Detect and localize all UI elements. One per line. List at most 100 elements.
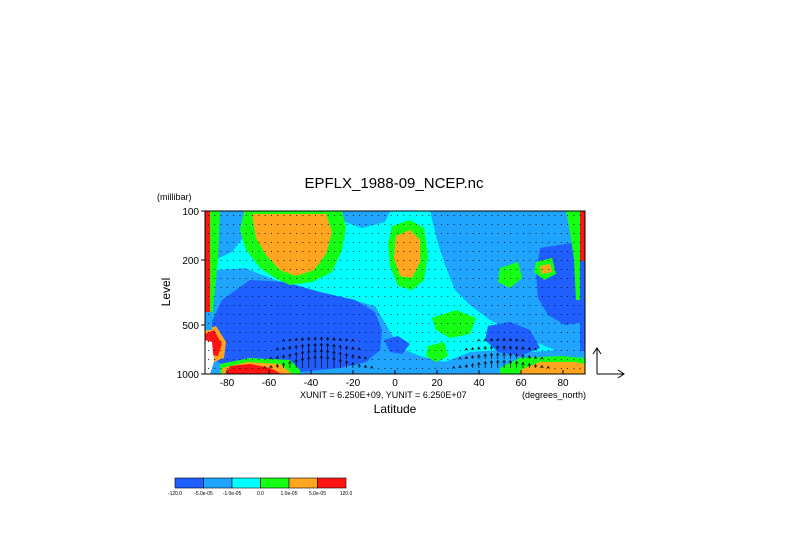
flux-vector-dot (340, 242, 342, 243)
flux-vector-dot (226, 314, 228, 315)
flux-vector-head (332, 337, 336, 341)
flux-vector-dot (233, 332, 235, 333)
flux-vector-dot (403, 251, 405, 252)
flux-vector-dot (560, 287, 562, 288)
x-axis-label: Latitude (374, 402, 417, 416)
flux-vector-dot (460, 269, 461, 270)
flux-vector-dot (447, 278, 449, 279)
flux-vector-dot (226, 332, 228, 333)
flux-vector-dot (460, 314, 461, 315)
flux-vector-dot (535, 233, 537, 234)
flux-vector-dot (239, 323, 241, 324)
flux-vector-dot (434, 350, 436, 351)
flux-vector-dot (535, 269, 537, 270)
flux-vector-dot (346, 323, 348, 324)
flux-vector-dot (271, 314, 272, 315)
flux-vector-dot (352, 224, 354, 225)
flux-vector-dot (428, 305, 430, 306)
flux-vector-dot (523, 323, 524, 324)
flux-vector-dot (340, 323, 342, 324)
flux-vector-dot (573, 341, 575, 342)
flux-vector-dot (510, 224, 512, 225)
flux-vector-dot (308, 242, 310, 243)
flux-vector-dot (453, 287, 455, 288)
flux-vector-dot (516, 242, 518, 243)
flux-vector-dot (334, 332, 335, 333)
flux-vector-dot (523, 269, 524, 270)
flux-vector-dot (523, 260, 524, 261)
flux-vector-dot (497, 251, 499, 252)
flux-vector-dot (447, 233, 449, 234)
flux-vector-dot (510, 278, 512, 279)
flux-vector-dot (233, 341, 235, 342)
flux-vector-dot (302, 278, 304, 279)
flux-vector-dot (296, 233, 298, 234)
flux-vector-dot (485, 215, 487, 216)
flux-vector-dot (327, 332, 329, 333)
x-tick-label: -60 (262, 378, 277, 389)
flux-vector-dot (397, 296, 398, 297)
x-axis-unit: (degrees_north) (522, 390, 586, 400)
flux-vector-dot (573, 242, 575, 243)
flux-vector-dot (283, 215, 285, 216)
flux-vector-dot (340, 215, 342, 216)
flux-vector-dot (497, 314, 499, 315)
flux-vector-dot (485, 251, 487, 252)
flux-vector-dot (422, 368, 424, 369)
flux-vector-dot (403, 233, 405, 234)
flux-vector-dot (466, 287, 468, 288)
flux-vector-dot (208, 341, 209, 342)
flux-vector-dot (397, 251, 398, 252)
flux-vector-head (370, 365, 374, 369)
flux-vector-dot (252, 359, 253, 360)
flux-vector-dot (560, 332, 562, 333)
flux-vector-dot (258, 287, 260, 288)
flux-vector-dot (478, 233, 480, 234)
flux-vector-dot (220, 242, 222, 243)
flux-vector-dot (535, 278, 537, 279)
flux-vector-dot (378, 224, 379, 225)
flux-vector-dot (296, 296, 298, 297)
flux-vector-dot (567, 368, 568, 369)
flux-vector-dot (510, 251, 512, 252)
flux-vector-dot (548, 323, 550, 324)
flux-vector-dot (554, 269, 556, 270)
flux-vector-dot (233, 233, 235, 234)
flux-vector-dot (560, 323, 562, 324)
flux-vector-dot (359, 215, 361, 216)
flux-vector-head (351, 354, 355, 358)
flux-vector-dot (252, 260, 253, 261)
flux-vector-head (514, 345, 519, 350)
flux-vector-dot (289, 305, 291, 306)
flux-vector-dot (441, 305, 442, 306)
flux-vector-dot (541, 323, 543, 324)
flux-vector-dot (567, 224, 568, 225)
flux-vector-dot (478, 242, 480, 243)
flux-vector-dot (378, 341, 379, 342)
flux-vector-dot (289, 242, 291, 243)
flux-vector-dot (447, 224, 449, 225)
flux-vector-dot (283, 287, 285, 288)
flux-vector-dot (264, 233, 266, 234)
flux-vector-dot (516, 323, 518, 324)
flux-vector-dot (447, 251, 449, 252)
flux-vector-dot (403, 359, 405, 360)
flux-vector-dot (485, 332, 487, 333)
flux-vector-head (521, 346, 525, 350)
flux-vector-head (521, 354, 525, 358)
flux-vector-dot (460, 260, 461, 261)
flux-vector-head (502, 345, 506, 349)
flux-vector-head (294, 351, 298, 356)
flux-vector-dot (573, 359, 575, 360)
flux-vector-dot (346, 296, 348, 297)
flux-vector-dot (560, 341, 562, 342)
flux-vector-dot (560, 368, 562, 369)
flux-vector-dot (214, 224, 216, 225)
flux-vector-dot (466, 215, 468, 216)
y-axis: 100 200 500 1000 (177, 207, 205, 381)
flux-vector-dot (478, 251, 480, 252)
flux-vector-dot (258, 323, 260, 324)
flux-vector-dot (403, 278, 405, 279)
flux-vector-dot (308, 215, 310, 216)
